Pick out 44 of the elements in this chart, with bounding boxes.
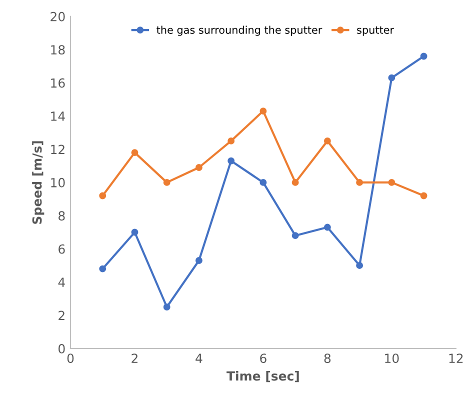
y-tick-label: 20 — [50, 12, 65, 22]
y-tick-label: 10 — [51, 178, 65, 188]
x-tick-label: 12 — [449, 354, 463, 363]
x-tick-label: 10 — [385, 354, 399, 364]
point — [131, 228, 138, 236]
legend-label: sputter — [357, 26, 394, 36]
y-tick-label: 16 — [51, 78, 65, 88]
y-tick-label: 14 — [51, 112, 65, 121]
x-tick-label: 4 — [196, 354, 202, 363]
y-axis-title: Speed [m/s] — [32, 141, 44, 224]
point — [195, 164, 202, 171]
y-tick-label: 0 — [58, 344, 65, 354]
point — [260, 178, 267, 186]
point — [228, 157, 235, 164]
point — [228, 137, 235, 144]
point — [163, 304, 170, 310]
point — [420, 192, 428, 200]
point — [356, 262, 364, 269]
legend-label: the gas surrounding the sputter — [156, 26, 322, 36]
x-tick-label: 2 — [132, 354, 138, 363]
y-tick-label: 8 — [58, 211, 65, 221]
point — [99, 192, 106, 200]
point — [99, 265, 106, 272]
x-axis-title: Time [sec] — [226, 371, 299, 382]
y-tick-label: 2 — [58, 310, 64, 320]
point — [356, 178, 364, 186]
y-tick-label: 12 — [51, 144, 64, 154]
point — [388, 74, 396, 82]
point — [324, 137, 331, 144]
point — [324, 224, 331, 231]
point — [163, 178, 170, 186]
y-tick-label: 6 — [58, 244, 65, 254]
x-tick-label: 8 — [324, 354, 331, 364]
y-tick-label: 18 — [51, 45, 65, 55]
point — [292, 178, 299, 186]
point — [388, 178, 396, 186]
point — [131, 149, 138, 156]
point — [260, 108, 267, 115]
point — [420, 52, 428, 60]
point — [292, 232, 299, 240]
x-tick-label: 0 — [67, 354, 74, 364]
y-tick-label: 4 — [58, 278, 65, 287]
point — [195, 257, 202, 264]
x-tick-label: 6 — [260, 354, 266, 364]
